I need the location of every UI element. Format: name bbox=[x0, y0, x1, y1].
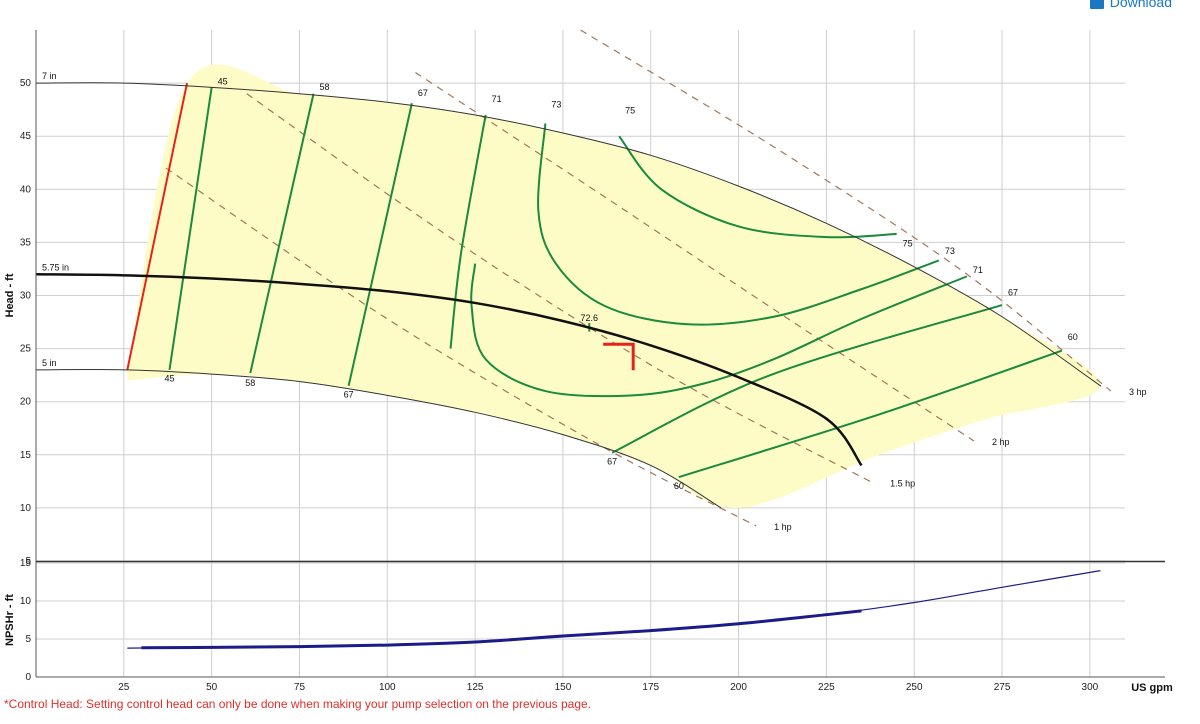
power-curve-label: 1 hp bbox=[774, 522, 792, 532]
impeller-label: 5 in bbox=[42, 358, 57, 368]
head-tick-label: 20 bbox=[20, 397, 32, 408]
head-tick-label: 50 bbox=[20, 78, 32, 89]
efficiency-label-bottom: 45 bbox=[164, 374, 174, 384]
min-flow-line bbox=[126, 82, 189, 371]
efficiency-iso-line bbox=[168, 87, 213, 370]
efficiency-loop bbox=[618, 135, 897, 239]
x-tick-label: 200 bbox=[730, 682, 747, 693]
impeller-curve bbox=[35, 273, 863, 467]
x-tick-label: 275 bbox=[994, 682, 1011, 693]
impeller-label: 7 in bbox=[42, 71, 57, 81]
x-axis-title: US gpm bbox=[1131, 682, 1173, 694]
efficiency-label-top: 45 bbox=[218, 76, 228, 86]
control-head-note: *Control Head: Setting control head can … bbox=[4, 697, 592, 711]
x-tick-label: 250 bbox=[906, 682, 923, 693]
x-tick-label: 225 bbox=[818, 682, 835, 693]
npsh-tick-label: 5 bbox=[25, 634, 31, 645]
impeller-curve bbox=[35, 369, 722, 509]
efficiency-label-top: 73 bbox=[551, 100, 561, 110]
efficiency-label-bottom: 60 bbox=[674, 481, 684, 491]
efficiency-iso-line bbox=[611, 304, 1003, 454]
efficiency-label-bottom: 58 bbox=[245, 378, 255, 388]
efficiency-label-top: 71 bbox=[492, 94, 502, 104]
efficiency-label-top: 58 bbox=[320, 82, 330, 92]
efficiency-iso-line bbox=[249, 93, 315, 374]
x-tick-label: 125 bbox=[467, 682, 484, 693]
download-label: Download bbox=[1109, 0, 1172, 10]
head-tick-label: 40 bbox=[20, 184, 32, 195]
efficiency-label-bottom: 67 bbox=[344, 389, 354, 399]
power-curve bbox=[580, 29, 1112, 392]
npsh-axis-title: NPSHr - ft bbox=[4, 594, 16, 646]
head-tick-label: 35 bbox=[20, 237, 32, 248]
head-tick-label: 10 bbox=[20, 503, 32, 514]
power-curve-label: 1.5 hp bbox=[890, 478, 915, 488]
power-curve-label: 3 hp bbox=[1129, 387, 1147, 397]
npsh-tick-label: 0 bbox=[25, 672, 31, 683]
curve-labels: 1 hp 1.5 hp 2 hp 3 hp 7 in 5.75 in 5 in 45 58 67 7… bbox=[42, 71, 1146, 532]
x-tick-label: 50 bbox=[206, 682, 218, 693]
power-curves bbox=[165, 29, 1112, 527]
head-tick-label: 25 bbox=[20, 344, 32, 355]
efficiency-loop bbox=[470, 263, 968, 398]
efficiency-label-right: 73 bbox=[945, 246, 955, 256]
efficiency-loop bbox=[537, 123, 940, 326]
efficiency-label-top: 75 bbox=[625, 106, 635, 116]
control-head-marker bbox=[603, 342, 635, 371]
head-tick-label: 30 bbox=[20, 291, 32, 302]
head-tick-label: 5 bbox=[25, 556, 31, 567]
power-curve bbox=[415, 71, 975, 442]
x-tick-label: 75 bbox=[294, 682, 306, 693]
npsh-tick-label: 15 bbox=[20, 558, 32, 569]
impeller-curves bbox=[35, 82, 1102, 509]
efficiency-label-right: 75 bbox=[903, 239, 913, 249]
efficiency-curves bbox=[168, 87, 1063, 479]
impeller-label: 5.75 in bbox=[42, 262, 69, 272]
download-button[interactable]: Download bbox=[1089, 0, 1172, 10]
operating-region bbox=[127, 64, 1101, 508]
npsh-tick-label: 10 bbox=[20, 596, 32, 607]
head-axis-title: Head - ft bbox=[4, 273, 16, 317]
npsh-curve-highlight bbox=[141, 609, 862, 650]
power-curve-label: 2 hp bbox=[992, 437, 1010, 447]
efficiency-iso-line bbox=[678, 349, 1063, 479]
efficiency-label-top: 67 bbox=[418, 88, 428, 98]
x-tick-label: 25 bbox=[118, 682, 130, 693]
download-icon bbox=[1089, 0, 1104, 9]
axes: 25 50 75 100 125 150 175 200 225 250 275 3005101520… bbox=[4, 30, 1173, 694]
operating-region-fill bbox=[127, 64, 1101, 508]
x-tick-label: 300 bbox=[1082, 682, 1099, 693]
x-tick-label: 175 bbox=[642, 682, 659, 693]
efficiency-label-right: 60 bbox=[1068, 332, 1078, 342]
efficiency-iso-line bbox=[449, 114, 487, 349]
x-tick-label: 150 bbox=[555, 682, 572, 693]
head-tick-label: 15 bbox=[20, 450, 32, 461]
efficiency-label-right: 71 bbox=[973, 265, 983, 275]
head-tick-label: 45 bbox=[20, 131, 32, 142]
npsh-curve-layer bbox=[127, 570, 1101, 650]
efficiency-label-bottom: 67 bbox=[607, 456, 617, 466]
efficiency-point-label: 72.6 bbox=[581, 313, 599, 323]
power-curve bbox=[165, 167, 757, 527]
npsh-curve-line bbox=[127, 570, 1101, 649]
power-curve bbox=[246, 93, 873, 483]
impeller-curve bbox=[35, 82, 1102, 387]
efficiency-label-right: 67 bbox=[1008, 288, 1018, 298]
x-tick-label: 100 bbox=[379, 682, 396, 693]
efficiency-iso-line bbox=[347, 103, 413, 386]
